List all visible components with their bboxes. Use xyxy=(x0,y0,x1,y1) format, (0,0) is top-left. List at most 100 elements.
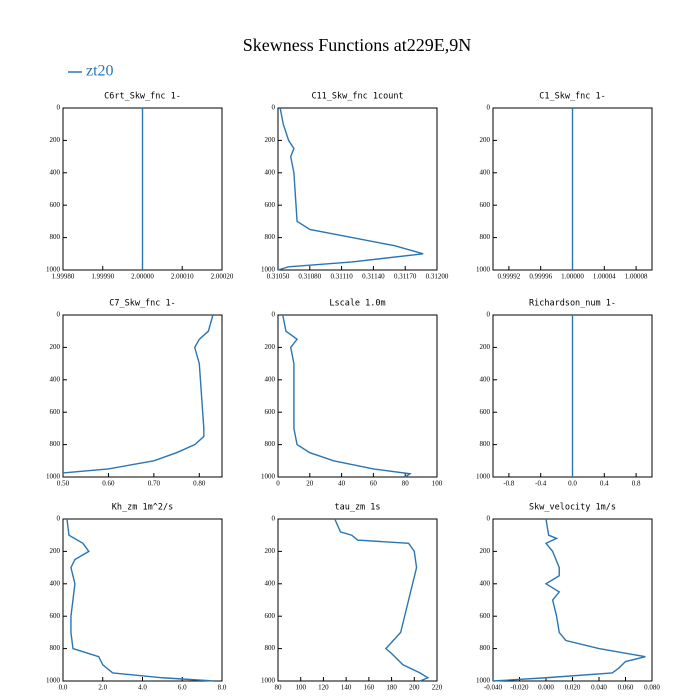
y-tick-label: 600 xyxy=(50,201,61,209)
y-tick-label: 600 xyxy=(480,408,491,416)
plot-title: Skw_velocity 1m/s xyxy=(529,503,616,513)
y-tick-label: 1000 xyxy=(46,677,61,685)
x-tick-label: 0.70 xyxy=(148,480,161,488)
plot-title: C7_Skw_fnc 1- xyxy=(109,299,176,309)
y-tick-label: 200 xyxy=(265,136,276,144)
x-tick-label: 0.60 xyxy=(102,480,115,488)
figure-title: Skewness Functions at229E,9N xyxy=(243,35,472,55)
x-tick-label: 220 xyxy=(432,684,443,692)
x-tick-label: 0.80 xyxy=(193,480,206,488)
x-tick-label: 0.8 xyxy=(632,480,641,488)
x-tick-label: 0.0 xyxy=(568,480,577,488)
x-tick-label: 20 xyxy=(306,480,314,488)
y-tick-label: 600 xyxy=(265,201,276,209)
x-tick-label: 0.0 xyxy=(59,684,68,692)
y-tick-label: 800 xyxy=(480,644,491,652)
x-tick-label: 100 xyxy=(432,480,443,488)
y-tick-label: 0 xyxy=(272,104,276,112)
y-tick-label: 400 xyxy=(50,375,61,383)
plot-title: C1_Skw_fnc 1- xyxy=(539,92,606,102)
y-tick-label: 0 xyxy=(57,311,61,319)
y-tick-label: 200 xyxy=(265,547,276,555)
y-tick-label: 600 xyxy=(50,408,61,416)
data-line xyxy=(66,518,215,682)
plot-title: Lscale 1.0m xyxy=(329,299,385,309)
x-tick-label: 8.0 xyxy=(218,684,227,692)
plot-frame xyxy=(277,107,438,271)
x-tick-label: 80 xyxy=(402,480,410,488)
y-tick-label: 600 xyxy=(480,612,491,620)
y-tick-label: 200 xyxy=(480,547,491,555)
y-tick-label: 200 xyxy=(50,343,61,351)
plot-title: C6rt_Skw_fnc 1- xyxy=(104,92,181,102)
x-tick-label: 0.31080 xyxy=(298,273,321,281)
y-tick-label: 400 xyxy=(265,375,276,383)
y-tick-label: 600 xyxy=(265,408,276,416)
data-line xyxy=(492,518,646,682)
x-tick-label: 1.00004 xyxy=(593,273,616,281)
y-tick-label: 0 xyxy=(272,515,276,523)
x-tick-label: 0.4 xyxy=(600,480,609,488)
plot-frame xyxy=(62,518,223,682)
y-tick-label: 1000 xyxy=(476,677,491,685)
x-tick-label: 0.50 xyxy=(57,480,70,488)
x-tick-label: 0.99996 xyxy=(529,273,552,281)
y-tick-label: 800 xyxy=(480,233,491,241)
x-tick-label: 0.31050 xyxy=(267,273,290,281)
y-tick-label: 1000 xyxy=(261,266,276,274)
x-tick-label: 0.31170 xyxy=(394,273,417,281)
x-tick-label: -0.020 xyxy=(510,684,529,692)
y-tick-label: 400 xyxy=(50,579,61,587)
y-tick-label: 0 xyxy=(57,515,61,523)
y-tick-label: 400 xyxy=(480,168,491,176)
x-tick-label: 0 xyxy=(276,480,280,488)
y-tick-label: 800 xyxy=(265,440,276,448)
data-line xyxy=(334,518,430,682)
y-tick-label: 400 xyxy=(265,579,276,587)
y-tick-label: 1000 xyxy=(261,473,276,481)
data-line xyxy=(62,314,214,474)
x-tick-label: 140 xyxy=(341,684,352,692)
y-tick-label: 200 xyxy=(480,343,491,351)
y-tick-label: 800 xyxy=(50,440,61,448)
y-tick-label: 600 xyxy=(265,612,276,620)
y-tick-label: 1000 xyxy=(46,266,61,274)
y-tick-label: 600 xyxy=(480,201,491,209)
y-tick-label: 0 xyxy=(487,515,491,523)
y-tick-label: 400 xyxy=(480,579,491,587)
y-tick-label: 0 xyxy=(487,311,491,319)
x-tick-label: 160 xyxy=(364,684,375,692)
x-tick-label: 0.31110 xyxy=(330,273,353,281)
x-tick-label: 80 xyxy=(275,684,283,692)
x-tick-label: 6.0 xyxy=(178,684,187,692)
x-tick-label: 0.31140 xyxy=(362,273,385,281)
x-tick-label: -0.040 xyxy=(484,684,503,692)
y-tick-label: 800 xyxy=(265,233,276,241)
y-tick-label: 0 xyxy=(57,104,61,112)
plot-title: tau_zm 1s xyxy=(334,503,380,513)
x-tick-label: 0.040 xyxy=(591,684,607,692)
x-tick-label: 100 xyxy=(295,684,306,692)
x-tick-label: 1.99980 xyxy=(52,273,75,281)
plot-title: Kh_zm 1m^2/s xyxy=(112,503,173,513)
plot-frame xyxy=(277,518,438,682)
y-tick-label: 800 xyxy=(480,440,491,448)
plot-title: C11_Skw_fnc 1count xyxy=(311,92,403,102)
x-tick-label: 4.0 xyxy=(138,684,147,692)
y-tick-label: 800 xyxy=(50,233,61,241)
y-tick-label: 400 xyxy=(265,168,276,176)
x-tick-label: 60 xyxy=(370,480,378,488)
x-tick-label: 120 xyxy=(318,684,329,692)
x-tick-label: 1.99990 xyxy=(91,273,114,281)
plot-frame xyxy=(492,518,653,682)
plot-frame xyxy=(277,314,438,478)
x-tick-label: -0.4 xyxy=(535,480,547,488)
y-tick-label: 400 xyxy=(50,168,61,176)
x-tick-label: 1.00000 xyxy=(561,273,584,281)
y-tick-label: 0 xyxy=(272,311,276,319)
y-tick-label: 200 xyxy=(50,547,61,555)
x-tick-label: 0.000 xyxy=(538,684,554,692)
x-tick-label: 0.020 xyxy=(565,684,581,692)
y-tick-label: 600 xyxy=(50,612,61,620)
